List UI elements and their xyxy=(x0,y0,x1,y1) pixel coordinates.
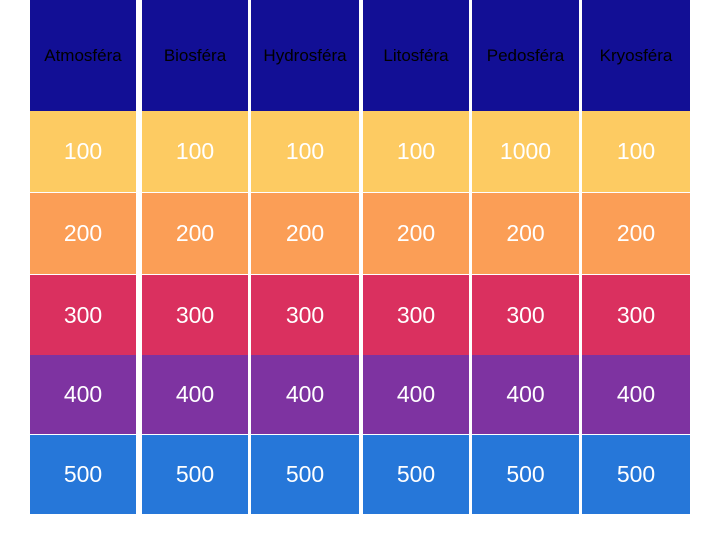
question-tile-pedosfera-row-5[interactable]: 500 xyxy=(472,435,579,514)
question-tile-kryosfera-row-1[interactable]: 100 xyxy=(582,111,690,192)
question-tile-hydrosfera-row-1[interactable]: 100 xyxy=(251,111,359,192)
question-tile-litosfera-row-3[interactable]: 300 xyxy=(363,275,469,356)
question-tile-hydrosfera-row-4[interactable]: 400 xyxy=(251,355,359,434)
question-tile-biosfera-row-5[interactable]: 500 xyxy=(142,435,248,514)
category-header-biosfera: Biosféra xyxy=(142,0,248,111)
category-header-atmosfera: Atmosféra xyxy=(30,0,136,111)
question-tile-atmosfera-row-5[interactable]: 500 xyxy=(30,435,136,514)
question-tile-kryosfera-row-3[interactable]: 300 xyxy=(582,275,690,356)
question-tile-biosfera-row-1[interactable]: 100 xyxy=(142,111,248,192)
question-tile-litosfera-row-4[interactable]: 400 xyxy=(363,355,469,434)
question-tile-pedosfera-row-4[interactable]: 400 xyxy=(472,355,579,434)
category-header-kryosfera: Kryosféra xyxy=(582,0,690,111)
question-tile-litosfera-row-1[interactable]: 100 xyxy=(363,111,469,192)
question-tile-hydrosfera-row-3[interactable]: 300 xyxy=(251,275,359,356)
question-tile-litosfera-row-5[interactable]: 500 xyxy=(363,435,469,514)
question-tile-pedosfera-row-1[interactable]: 1000 xyxy=(472,111,579,192)
question-tile-kryosfera-row-5[interactable]: 500 xyxy=(582,435,690,514)
question-tile-biosfera-row-2[interactable]: 200 xyxy=(142,193,248,274)
question-tile-hydrosfera-row-5[interactable]: 500 xyxy=(251,435,359,514)
question-tile-atmosfera-row-4[interactable]: 400 xyxy=(30,355,136,434)
question-tile-atmosfera-row-3[interactable]: 300 xyxy=(30,275,136,356)
category-header-hydrosfera: Hydrosféra xyxy=(251,0,359,111)
question-tile-litosfera-row-2[interactable]: 200 xyxy=(363,193,469,274)
category-header-pedosfera: Pedosféra xyxy=(472,0,579,111)
question-tile-biosfera-row-4[interactable]: 400 xyxy=(142,355,248,434)
question-tile-pedosfera-row-3[interactable]: 300 xyxy=(472,275,579,356)
question-tile-hydrosfera-row-2[interactable]: 200 xyxy=(251,193,359,274)
question-tile-pedosfera-row-2[interactable]: 200 xyxy=(472,193,579,274)
category-header-litosfera: Litosféra xyxy=(363,0,469,111)
question-tile-biosfera-row-3[interactable]: 300 xyxy=(142,275,248,356)
question-tile-atmosfera-row-1[interactable]: 100 xyxy=(30,111,136,192)
question-tile-atmosfera-row-2[interactable]: 200 xyxy=(30,193,136,274)
jeopardy-board: Atmosféra Biosféra Hydrosféra Litosféra Pedo… xyxy=(30,0,690,514)
question-tile-kryosfera-row-4[interactable]: 400 xyxy=(582,355,690,434)
question-tile-kryosfera-row-2[interactable]: 200 xyxy=(582,193,690,274)
